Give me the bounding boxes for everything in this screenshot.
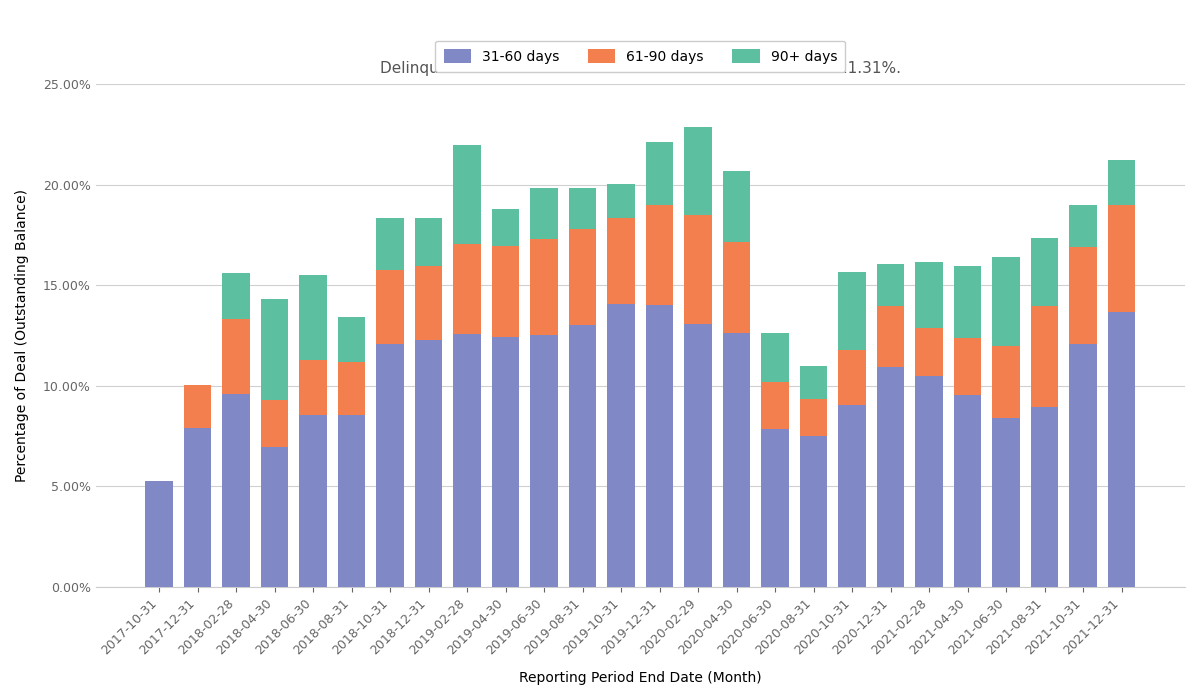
- Bar: [530, 188, 558, 239]
- Bar: [799, 436, 828, 587]
- Bar: [260, 300, 288, 400]
- Bar: [722, 333, 750, 587]
- Bar: [530, 335, 558, 587]
- Bar: [1031, 238, 1058, 307]
- Bar: [260, 400, 288, 447]
- Bar: [722, 171, 750, 242]
- Bar: [607, 304, 635, 587]
- Bar: [415, 266, 443, 340]
- Bar: [1031, 307, 1058, 407]
- Bar: [1031, 407, 1058, 587]
- Bar: [1069, 247, 1097, 344]
- Bar: [299, 360, 326, 415]
- Bar: [184, 428, 211, 587]
- Bar: [222, 319, 250, 394]
- Bar: [839, 349, 866, 405]
- Bar: [569, 326, 596, 587]
- Bar: [877, 367, 905, 587]
- Bar: [954, 339, 982, 395]
- Bar: [954, 266, 982, 339]
- Bar: [530, 239, 558, 335]
- Bar: [415, 218, 443, 266]
- Bar: [376, 218, 404, 270]
- Bar: [992, 418, 1020, 587]
- Bar: [992, 257, 1020, 346]
- Bar: [684, 324, 712, 587]
- Bar: [569, 188, 596, 229]
- Bar: [145, 482, 173, 587]
- Bar: [839, 405, 866, 587]
- Y-axis label: Percentage of Deal (Outstanding Balance): Percentage of Deal (Outstanding Balance): [16, 189, 29, 482]
- Bar: [761, 333, 788, 382]
- Bar: [877, 307, 905, 367]
- Bar: [260, 447, 288, 587]
- Bar: [337, 362, 365, 415]
- Bar: [992, 346, 1020, 418]
- Bar: [607, 218, 635, 304]
- Bar: [454, 335, 481, 587]
- Bar: [799, 365, 828, 399]
- Bar: [646, 142, 673, 204]
- Bar: [222, 273, 250, 319]
- Bar: [1069, 204, 1097, 247]
- Bar: [415, 340, 443, 587]
- Bar: [761, 382, 788, 429]
- Bar: [376, 344, 404, 587]
- Bar: [684, 127, 712, 215]
- Bar: [1069, 344, 1097, 587]
- Bar: [916, 376, 943, 587]
- Bar: [492, 209, 520, 246]
- Bar: [299, 275, 326, 360]
- Bar: [454, 244, 481, 335]
- Bar: [299, 415, 326, 587]
- Bar: [684, 215, 712, 324]
- Bar: [799, 399, 828, 436]
- Legend: 31-60 days, 61-90 days, 90+ days: 31-60 days, 61-90 days, 90+ days: [436, 41, 846, 72]
- Bar: [184, 385, 211, 428]
- Bar: [607, 183, 635, 218]
- Bar: [1108, 312, 1135, 587]
- Bar: [492, 246, 520, 337]
- Bar: [954, 395, 982, 587]
- Bar: [337, 317, 365, 362]
- Bar: [916, 328, 943, 376]
- Bar: [1108, 204, 1135, 312]
- X-axis label: Reporting Period End Date (Month): Reporting Period End Date (Month): [520, 671, 762, 685]
- Bar: [916, 262, 943, 328]
- Bar: [222, 394, 250, 587]
- Bar: [646, 305, 673, 587]
- Bar: [877, 264, 905, 307]
- Bar: [761, 429, 788, 587]
- Bar: [839, 272, 866, 349]
- Title: Delinquencies for DRIVE 2017-3 have risen from 20.71% to 21.31%.: Delinquencies for DRIVE 2017-3 have rise…: [380, 61, 901, 76]
- Bar: [1108, 160, 1135, 204]
- Bar: [337, 415, 365, 587]
- Bar: [376, 270, 404, 344]
- Bar: [492, 337, 520, 587]
- Bar: [646, 204, 673, 305]
- Bar: [569, 229, 596, 326]
- Bar: [722, 242, 750, 333]
- Bar: [454, 146, 481, 244]
